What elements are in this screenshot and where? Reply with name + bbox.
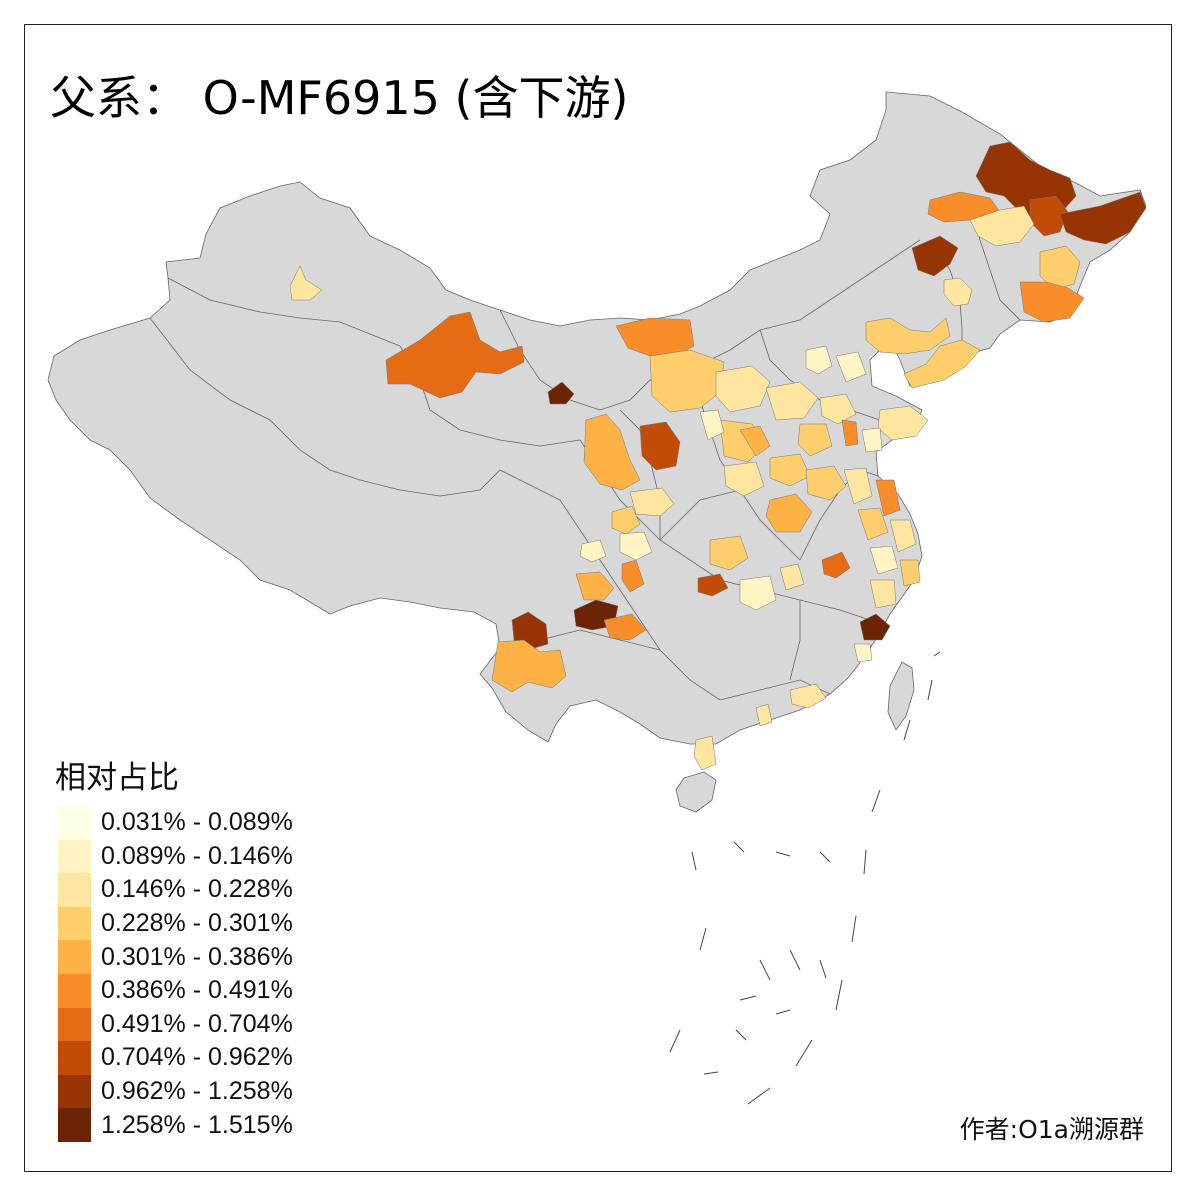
region — [853, 643, 873, 663]
region — [765, 493, 813, 533]
region — [843, 467, 873, 505]
region — [857, 507, 889, 541]
region — [943, 277, 973, 307]
legend-label: 0.228% - 0.301% — [101, 909, 293, 938]
region — [861, 427, 883, 453]
choropleth-regions — [289, 141, 1147, 771]
region — [547, 381, 575, 405]
region — [899, 559, 921, 587]
region — [723, 461, 765, 497]
legend-item: 0.301% - 0.386% — [58, 940, 293, 974]
region — [789, 683, 827, 709]
author-credit: 作者:O1a溯源群 — [959, 1115, 1144, 1144]
legend-item: 0.491% - 0.704% — [58, 1007, 293, 1042]
region — [797, 423, 833, 457]
region — [491, 639, 567, 693]
region — [889, 519, 917, 553]
region — [1039, 245, 1081, 291]
legend-label: 0.089% - 0.146% — [101, 841, 293, 870]
legend-label: 0.704% - 0.962% — [101, 1043, 293, 1072]
region — [805, 345, 833, 375]
legend-item: 0.031% - 0.089% — [58, 806, 293, 840]
region — [575, 571, 615, 601]
region — [869, 579, 897, 609]
legend-swatch — [58, 1108, 91, 1142]
legend-swatch — [58, 806, 91, 840]
region — [709, 535, 749, 571]
region — [835, 351, 867, 383]
region — [639, 421, 681, 471]
region — [841, 419, 859, 447]
legend-swatch — [58, 1007, 91, 1042]
legend-swatch — [58, 873, 91, 907]
taiwan-island — [887, 661, 915, 731]
legend: 0.031% - 0.089% 0.089% - 0.146% 0.146% - 0… — [58, 806, 293, 1142]
legend-item: 1.258% - 1.515% — [58, 1108, 293, 1142]
region — [769, 453, 811, 487]
region — [699, 409, 725, 441]
region — [1059, 191, 1147, 245]
legend-label: 0.031% - 0.089% — [101, 808, 293, 837]
region — [715, 365, 771, 413]
region — [819, 393, 857, 425]
region — [603, 613, 647, 641]
region — [805, 465, 847, 501]
region — [649, 349, 725, 413]
legend-swatch — [58, 973, 91, 1008]
region — [755, 703, 773, 727]
map-title: 父系： O-MF6915 (含下游) — [50, 71, 629, 125]
legend-item: 0.386% - 0.491% — [58, 973, 293, 1008]
region — [779, 563, 805, 591]
region — [611, 505, 641, 535]
region — [821, 551, 851, 579]
map-frame — [24, 24, 1172, 1172]
legend-label: 0.386% - 0.491% — [101, 976, 293, 1005]
region — [289, 265, 323, 301]
legend-label: 0.146% - 0.228% — [101, 875, 293, 904]
legend-label: 0.962% - 1.258% — [101, 1077, 293, 1106]
region — [765, 381, 819, 421]
region — [697, 573, 729, 597]
region — [739, 575, 777, 611]
region — [385, 311, 525, 399]
region — [859, 613, 891, 641]
region — [693, 735, 717, 771]
legend-item: 0.089% - 0.146% — [58, 839, 293, 874]
hainan-island — [675, 771, 717, 813]
legend-label: 0.491% - 0.704% — [101, 1009, 293, 1038]
region — [621, 559, 645, 593]
legend-swatch — [58, 906, 91, 941]
legend-swatch — [58, 940, 91, 974]
region — [875, 479, 901, 517]
legend-label: 0.301% - 0.386% — [101, 942, 293, 971]
region — [903, 339, 981, 389]
region — [579, 539, 607, 563]
region — [869, 545, 899, 575]
region — [1019, 281, 1085, 323]
legend-item: 0.146% - 0.228% — [58, 873, 293, 907]
region — [911, 235, 959, 277]
legend-label: 1.258% - 1.515% — [101, 1110, 293, 1139]
legend-item: 0.228% - 0.301% — [58, 906, 293, 941]
region — [969, 205, 1035, 247]
legend-swatch — [58, 1074, 91, 1109]
legend-item: 0.704% - 0.962% — [58, 1041, 293, 1075]
region — [865, 317, 951, 355]
region — [583, 413, 641, 491]
region — [619, 531, 653, 561]
legend-item: 0.962% - 1.258% — [58, 1074, 293, 1109]
legend-title: 相对占比 — [55, 760, 179, 796]
south-china-sea-islands — [669, 651, 941, 1105]
legend-swatch — [58, 1041, 91, 1075]
legend-swatch — [58, 839, 91, 874]
region — [739, 425, 771, 457]
region — [629, 487, 675, 517]
